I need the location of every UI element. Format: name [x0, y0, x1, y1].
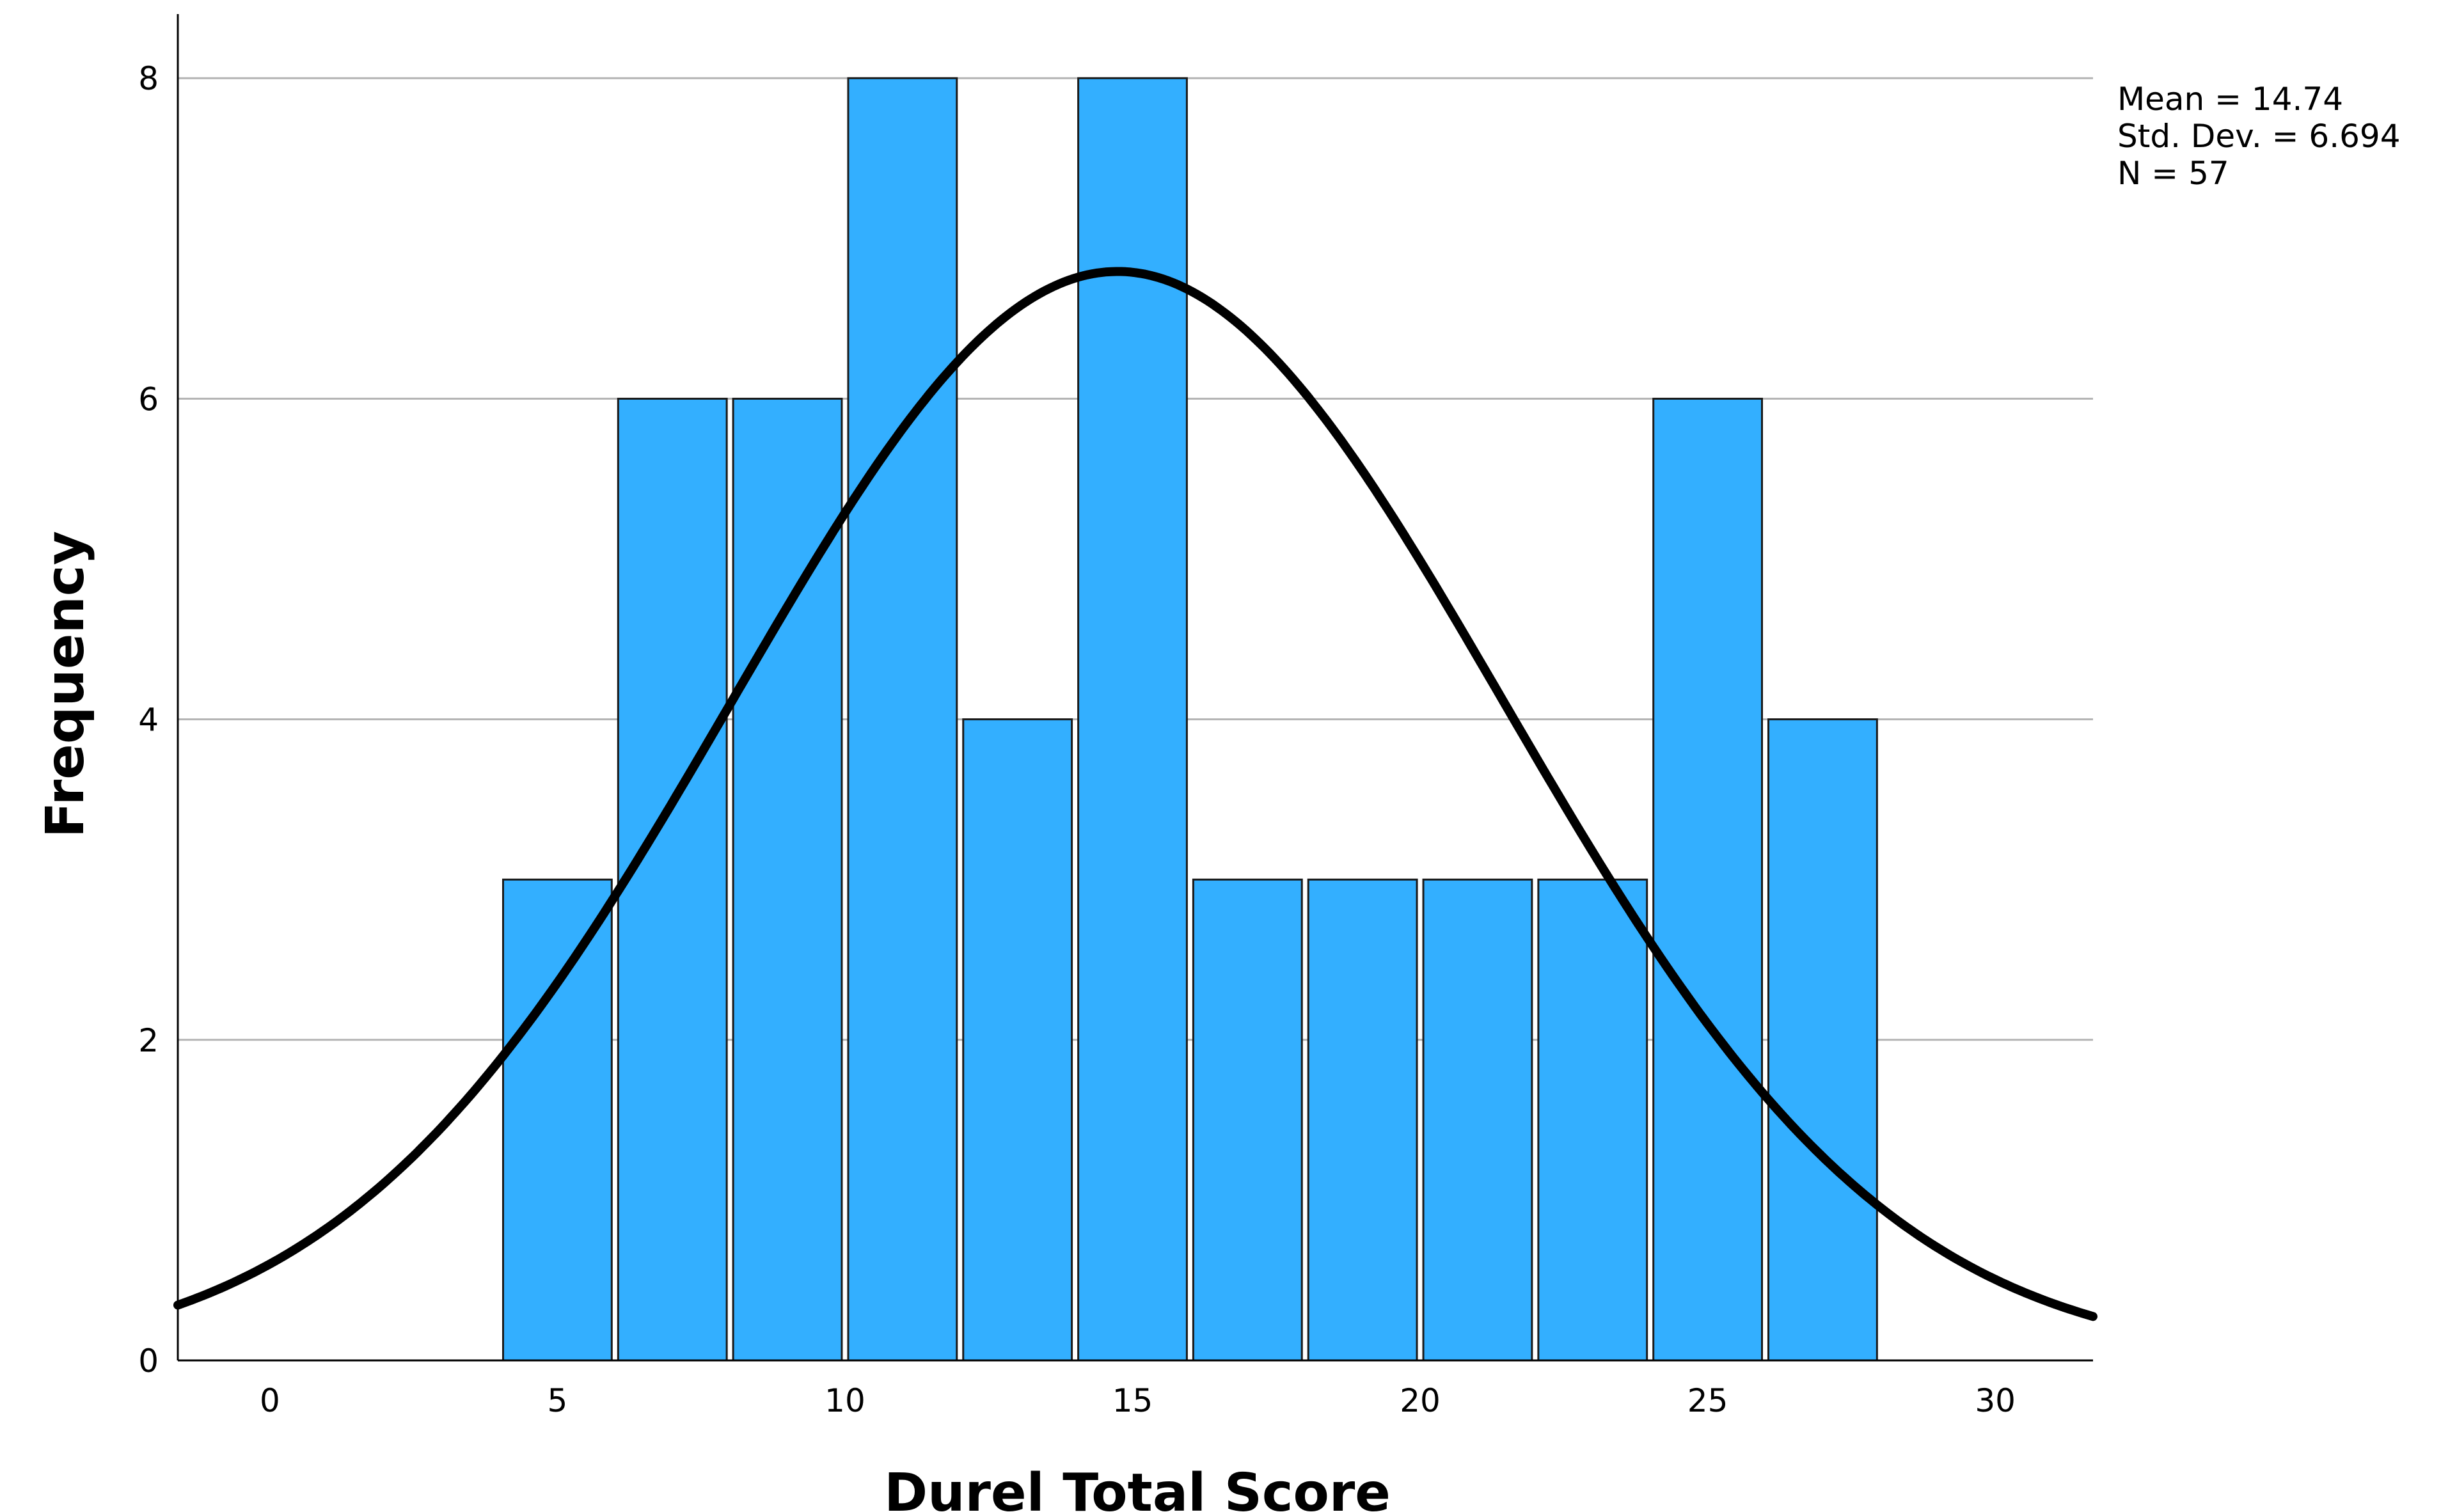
tick-labels: 0 2 4 6 8 0 5 10 15 20 25 30 — [138, 60, 2016, 1419]
histogram-bar-9 — [1422, 878, 1533, 1362]
histogram-bar-12 — [1767, 718, 1878, 1362]
x-tick-label-30: 30 — [1975, 1382, 2016, 1419]
histogram-bar-11 — [1652, 397, 1764, 1362]
stats-box: Mean = 14.74 Std. Dev. = 6.694 N = 57 — [2117, 81, 2401, 192]
histogram-bar-4 — [847, 77, 958, 1362]
histogram-bar-6 — [1077, 77, 1188, 1362]
histogram-bar-7 — [1192, 878, 1303, 1362]
stats-n: N = 57 — [2117, 155, 2229, 192]
histogram-bar-5 — [962, 718, 1073, 1362]
y-tick-label-6: 6 — [138, 381, 159, 418]
normal-curve-layer — [173, 267, 2097, 1321]
y-tick-label-8: 8 — [138, 60, 159, 97]
y-tick-label-0: 0 — [138, 1343, 159, 1380]
x-tick-label-20: 20 — [1400, 1382, 1441, 1419]
x-tick-label-0: 0 — [260, 1382, 280, 1419]
axes — [177, 14, 2093, 1362]
y-tick-label-2: 2 — [138, 1022, 159, 1059]
y-tick-label-4: 4 — [138, 702, 159, 739]
normal-curve — [173, 267, 2097, 1321]
x-tick-label-5: 5 — [547, 1382, 567, 1419]
histogram-bar-8 — [1307, 878, 1418, 1362]
histogram-bar-2 — [617, 397, 728, 1362]
x-tick-label-25: 25 — [1687, 1382, 1728, 1419]
x-tick-label-15: 15 — [1112, 1382, 1153, 1419]
x-tick-label-10: 10 — [825, 1382, 865, 1419]
histogram-bar-1 — [502, 878, 613, 1362]
x-axis-title: Durel Total Score — [884, 1463, 1391, 1512]
stats-std-dev: Std. Dev. = 6.694 — [2117, 118, 2401, 155]
stats-mean: Mean = 14.74 — [2117, 81, 2343, 118]
bars — [502, 77, 1878, 1362]
histogram-bar-3 — [732, 397, 843, 1362]
histogram-bar-10 — [1537, 878, 1648, 1362]
y-axis-title: Frequency — [35, 531, 96, 838]
